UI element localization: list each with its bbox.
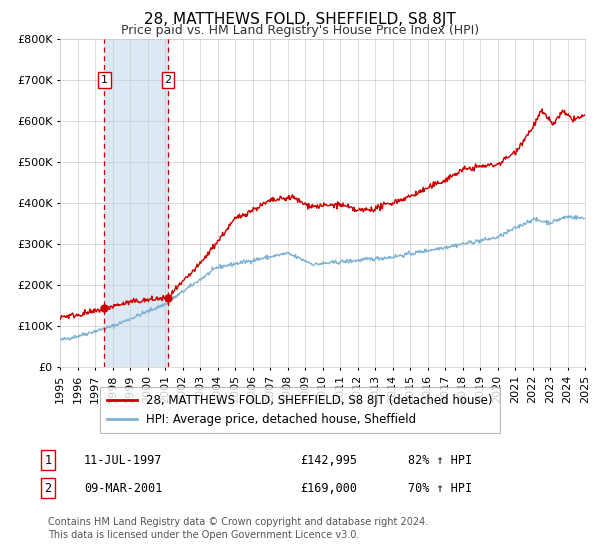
Text: Price paid vs. HM Land Registry's House Price Index (HPI): Price paid vs. HM Land Registry's House … bbox=[121, 24, 479, 36]
Text: 28, MATTHEWS FOLD, SHEFFIELD, S8 8JT: 28, MATTHEWS FOLD, SHEFFIELD, S8 8JT bbox=[144, 12, 456, 27]
Text: 70% ↑ HPI: 70% ↑ HPI bbox=[408, 482, 472, 495]
Text: 82% ↑ HPI: 82% ↑ HPI bbox=[408, 454, 472, 467]
Text: 09-MAR-2001: 09-MAR-2001 bbox=[84, 482, 163, 495]
Text: £142,995: £142,995 bbox=[300, 454, 357, 467]
Text: 1: 1 bbox=[101, 75, 108, 85]
Legend: 28, MATTHEWS FOLD, SHEFFIELD, S8 8JT (detached house), HPI: Average price, detac: 28, MATTHEWS FOLD, SHEFFIELD, S8 8JT (de… bbox=[100, 387, 500, 433]
Text: 1: 1 bbox=[44, 454, 52, 467]
Text: This data is licensed under the Open Government Licence v3.0.: This data is licensed under the Open Gov… bbox=[48, 530, 359, 540]
Text: Contains HM Land Registry data © Crown copyright and database right 2024.: Contains HM Land Registry data © Crown c… bbox=[48, 517, 428, 527]
Bar bbox=[104, 39, 168, 367]
Text: 2: 2 bbox=[164, 75, 172, 85]
Text: 11-JUL-1997: 11-JUL-1997 bbox=[84, 454, 163, 467]
Text: £169,000: £169,000 bbox=[300, 482, 357, 495]
Text: 2: 2 bbox=[44, 482, 52, 495]
